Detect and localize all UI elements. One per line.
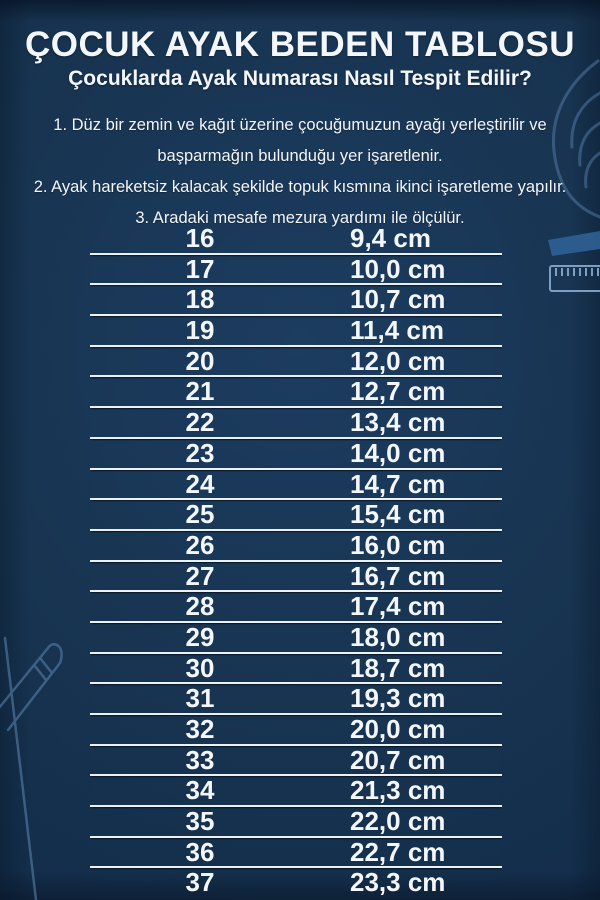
table-row: 21 12,7 cm (90, 376, 502, 409)
ruler-sketch-icon (548, 231, 600, 292)
table-row: 34 21,3 cm (90, 775, 502, 808)
table-row: 37 23,3 cm (90, 868, 502, 897)
instruction-line: 3. Aradaki mesafe mezura yardımı ile ölç… (135, 209, 465, 227)
size-cell: 17 (185, 253, 215, 284)
table-row: 25 15,4 cm (90, 500, 502, 531)
size-cell: 29 (185, 621, 215, 652)
table-row: 36 22,7 cm (90, 838, 502, 869)
instructions-block: 1. Düz bir zemin ve kağıt üzerine çocuğu… (6, 110, 594, 234)
table-row: 20 12,0 cm (90, 347, 502, 378)
size-cell: 33 (185, 744, 215, 775)
length-cell: 18,7 cm (350, 652, 446, 683)
size-cell: 22 (185, 407, 215, 438)
page-title: ÇOCUK AYAK BEDEN TABLOSU (24, 25, 576, 64)
table-row: 23 14,0 cm (90, 439, 502, 470)
instruction-line: 2. Ayak hareketsiz kalacak şekilde topuk… (33, 178, 567, 196)
size-cell: 27 (185, 560, 215, 591)
length-cell: 14,7 cm (350, 468, 446, 499)
table-row: 16 9,4 cm (90, 224, 502, 255)
length-cell: 22,0 cm (350, 806, 446, 837)
table-row: 24 14,7 cm (90, 470, 502, 501)
length-cell: 18,0 cm (350, 621, 446, 652)
size-cell: 16 (185, 223, 215, 253)
size-cell: 25 (185, 499, 215, 530)
size-cell: 20 (185, 345, 215, 376)
size-table: 16 9,4 cm 17 10,0 cm 18 10,7 cm 19 11,4 … (90, 224, 502, 897)
size-cell: 36 (185, 836, 215, 867)
size-cell: 18 (185, 284, 215, 315)
table-row: 28 17,4 cm (90, 592, 502, 623)
table-row: 29 18,0 cm (90, 623, 502, 654)
size-cell: 30 (185, 652, 215, 683)
size-cell: 35 (185, 806, 215, 837)
table-row: 26 16,0 cm (90, 531, 502, 562)
table-row: 17 10,0 cm (90, 255, 502, 286)
length-cell: 9,4 cm (350, 223, 431, 253)
length-cell: 21,3 cm (350, 775, 446, 806)
table-row: 33 20,7 cm (90, 746, 502, 777)
length-cell: 23,3 cm (350, 867, 446, 898)
length-cell: 13,4 cm (350, 407, 446, 438)
length-cell: 10,7 cm (350, 284, 446, 315)
size-cell: 31 (185, 683, 215, 714)
length-cell: 20,7 cm (350, 744, 446, 775)
length-cell: 19,3 cm (350, 683, 446, 714)
size-cell: 28 (185, 591, 215, 622)
size-cell: 32 (185, 714, 215, 744)
size-cell: 21 (185, 376, 215, 407)
instruction-line: başparmağın bulunduğu yer işaretlenir. (157, 147, 443, 165)
table-row: 30 18,7 cm (90, 654, 502, 685)
size-cell: 19 (185, 315, 215, 346)
size-cell: 23 (185, 437, 215, 468)
length-cell: 12,0 cm (350, 345, 446, 376)
table-row: 18 10,7 cm (90, 284, 502, 317)
length-cell: 22,7 cm (350, 836, 446, 867)
table-row: 32 20,0 cm (90, 715, 502, 746)
size-cell: 37 (185, 867, 215, 898)
length-cell: 10,0 cm (350, 253, 446, 284)
length-cell: 16,0 cm (350, 529, 446, 560)
table-row: 35 22,0 cm (90, 807, 502, 838)
size-cell: 34 (185, 775, 215, 806)
table-row: 27 16,7 cm (90, 562, 502, 593)
table-row: 19 11,4 cm (90, 316, 502, 347)
page-subtitle: Çocuklarda Ayak Numarası Nasıl Tespit Ed… (68, 67, 532, 90)
size-cell: 24 (185, 468, 215, 499)
length-cell: 16,7 cm (350, 560, 446, 591)
table-row: 22 13,4 cm (90, 408, 502, 439)
length-cell: 11,4 cm (350, 315, 444, 346)
length-cell: 15,4 cm (350, 499, 446, 530)
size-cell: 26 (185, 529, 215, 560)
length-cell: 12,7 cm (350, 376, 446, 407)
length-cell: 20,0 cm (350, 714, 446, 744)
length-cell: 14,0 cm (350, 437, 446, 468)
length-cell: 17,4 cm (350, 591, 446, 622)
table-row: 31 19,3 cm (90, 684, 502, 715)
instruction-line: 1. Düz bir zemin ve kağıt üzerine çocuğu… (53, 116, 547, 134)
